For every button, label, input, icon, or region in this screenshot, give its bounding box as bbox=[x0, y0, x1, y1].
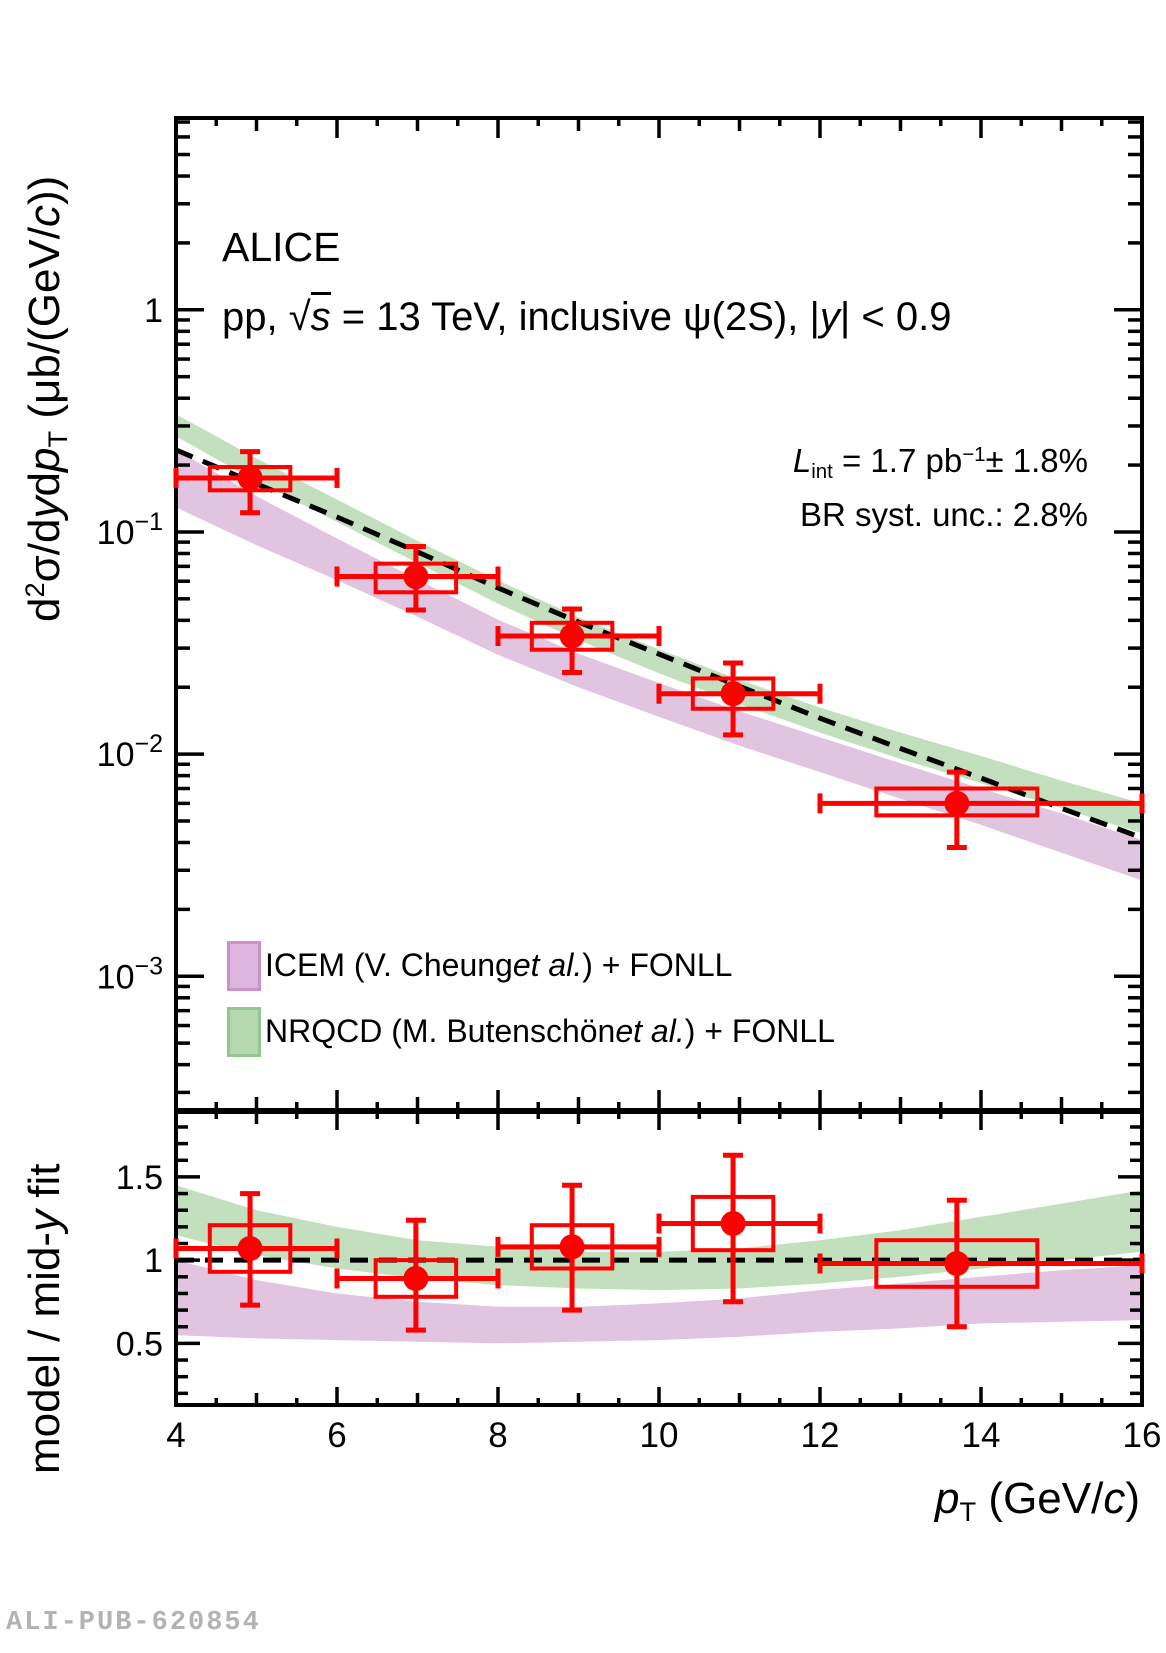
syst-box bbox=[529, 620, 615, 652]
yt-p: p bbox=[20, 447, 69, 472]
br-systematics-label: BR syst. unc.: 2.8% bbox=[800, 496, 1088, 533]
yt-units: (μb/(GeV/ bbox=[20, 227, 69, 431]
ali-pub-watermark: ALI-PUB-620854 bbox=[6, 1608, 261, 1638]
data-marker bbox=[237, 465, 263, 491]
sqrt-s: s bbox=[310, 292, 331, 339]
nrqcd-band bbox=[176, 414, 1142, 834]
x-tick-label: 14 bbox=[962, 1416, 1001, 1455]
xt-units: (GeV/ bbox=[976, 1474, 1104, 1523]
yt-sigma: σ/d bbox=[20, 518, 69, 583]
yt-y: y bbox=[20, 496, 69, 519]
data-marker bbox=[720, 1211, 746, 1237]
yt-subT: T bbox=[41, 430, 73, 448]
y-tick-mantissa: 10 bbox=[97, 958, 135, 996]
icem-legend-swatch bbox=[227, 941, 261, 991]
y-tick-exponent: −2 bbox=[134, 730, 163, 758]
rt-y: y bbox=[20, 1209, 69, 1232]
rapidity-y: y bbox=[819, 295, 840, 339]
icem-text: ICEM (V. Cheung bbox=[265, 947, 513, 983]
yt-c: c bbox=[20, 205, 69, 228]
icem-legend-label: ICEM (V. Cheunget al.) + FONLL bbox=[265, 947, 732, 984]
y-tick-mantissa: 10 bbox=[97, 514, 135, 552]
nrqcd-legend-swatch bbox=[227, 1007, 261, 1057]
yt-d: d bbox=[20, 597, 69, 622]
x-axis-title: pT (GeV/c) bbox=[935, 1474, 1140, 1527]
lumi-value: = 1.7 pb bbox=[832, 442, 963, 479]
data-marker bbox=[944, 790, 970, 816]
syst-box bbox=[207, 1223, 293, 1274]
subtitle-sep: , | bbox=[787, 295, 820, 339]
syst-box bbox=[529, 1223, 615, 1271]
x-tick-label: 16 bbox=[1123, 1416, 1162, 1455]
nrqcd-legend-label: NRQCD (M. Butenschönet al.) + FONLL bbox=[265, 1013, 835, 1050]
lumi-L: L bbox=[792, 442, 812, 479]
yt-d2: d bbox=[20, 472, 69, 497]
y-tick-label: 1 bbox=[144, 292, 163, 330]
rt-end: fit bbox=[20, 1163, 69, 1210]
lumi-sub: int bbox=[811, 459, 833, 483]
y-tick-mantissa: 10 bbox=[97, 736, 135, 774]
yt-close: )) bbox=[20, 175, 69, 206]
syst-box bbox=[690, 1194, 776, 1253]
syst-box bbox=[874, 1238, 1040, 1289]
y-tick-exponent: −3 bbox=[134, 952, 163, 980]
xt-p: p bbox=[935, 1474, 960, 1523]
x-tick-label: 12 bbox=[801, 1416, 840, 1455]
lumi-exp: −1 bbox=[962, 442, 986, 466]
y-axis-title-cross-section: d2σ/dydpT (μb/(GeV/c)) bbox=[19, 175, 73, 622]
collision-system-label: pp, √s = 13 TeV, inclusive ψ(2S), |y| < … bbox=[222, 292, 952, 339]
ratio-tick-label: 1 bbox=[144, 1242, 163, 1280]
data-marker bbox=[403, 564, 429, 590]
icem-band bbox=[176, 449, 1142, 881]
xt-subT: T bbox=[959, 1495, 977, 1527]
syst-box bbox=[690, 676, 776, 711]
ratio-tick-label: 1.5 bbox=[116, 1159, 163, 1197]
x-tick-label: 10 bbox=[640, 1416, 679, 1455]
rt-pre: model / mid- bbox=[20, 1231, 69, 1474]
syst-box bbox=[373, 561, 459, 595]
x-tick-label: 6 bbox=[327, 1416, 346, 1455]
data-marker bbox=[944, 1250, 970, 1276]
xt-close: ) bbox=[1125, 1474, 1140, 1523]
nrqcd-etal: et al. bbox=[615, 1013, 685, 1049]
icem-text-post: ) + FONLL bbox=[582, 947, 733, 983]
mid-y-fit-line bbox=[176, 447, 1142, 841]
nrqcd-text: NRQCD (M. Butenschön bbox=[265, 1013, 616, 1049]
sqrt-symbol: √ bbox=[288, 295, 311, 339]
lumi-unc: ± 1.8% bbox=[985, 442, 1089, 479]
x-tick-labels: 4 6 8 10 12 14 16 bbox=[166, 1416, 1161, 1455]
subtitle-end: | < 0.9 bbox=[839, 295, 952, 339]
data-marker bbox=[403, 1265, 429, 1291]
data-marker bbox=[559, 623, 585, 649]
yt-sup2: 2 bbox=[19, 582, 50, 598]
experiment-label: ALICE bbox=[222, 224, 341, 270]
ratio-points bbox=[173, 1152, 1145, 1333]
y-tick-exponent: −1 bbox=[134, 508, 163, 536]
x-tick-label: 8 bbox=[488, 1416, 507, 1455]
syst-box bbox=[373, 1258, 459, 1299]
subtitle-energy: = 13 TeV, inclusive bbox=[330, 295, 684, 339]
subtitle-pp: pp, bbox=[222, 295, 289, 339]
x-tick-label: 4 bbox=[166, 1416, 185, 1455]
data-marker bbox=[237, 1236, 263, 1262]
cross-section-points bbox=[173, 449, 1145, 850]
ratio-tick-label: 0.5 bbox=[116, 1325, 163, 1363]
top-panel-bands bbox=[176, 414, 1142, 881]
psi2s-symbol: ψ(2S) bbox=[683, 295, 788, 339]
y-tick-label: 10−3 bbox=[97, 952, 163, 996]
icem-etal: et al. bbox=[512, 947, 583, 983]
data-marker bbox=[720, 681, 746, 707]
y-tick-mantissa: 1 bbox=[144, 292, 163, 330]
xt-c: c bbox=[1103, 1474, 1126, 1523]
y-tick-label: 10−1 bbox=[97, 508, 163, 552]
y-axis-title-ratio: model / mid-y fit bbox=[20, 1163, 70, 1474]
luminosity-label: Lint = 1.7 pb−1± 1.8% bbox=[792, 442, 1089, 482]
nrqcd-text-post: ) + FONLL bbox=[684, 1013, 835, 1049]
data-marker bbox=[559, 1234, 585, 1260]
y-tick-label: 10−2 bbox=[97, 730, 163, 774]
